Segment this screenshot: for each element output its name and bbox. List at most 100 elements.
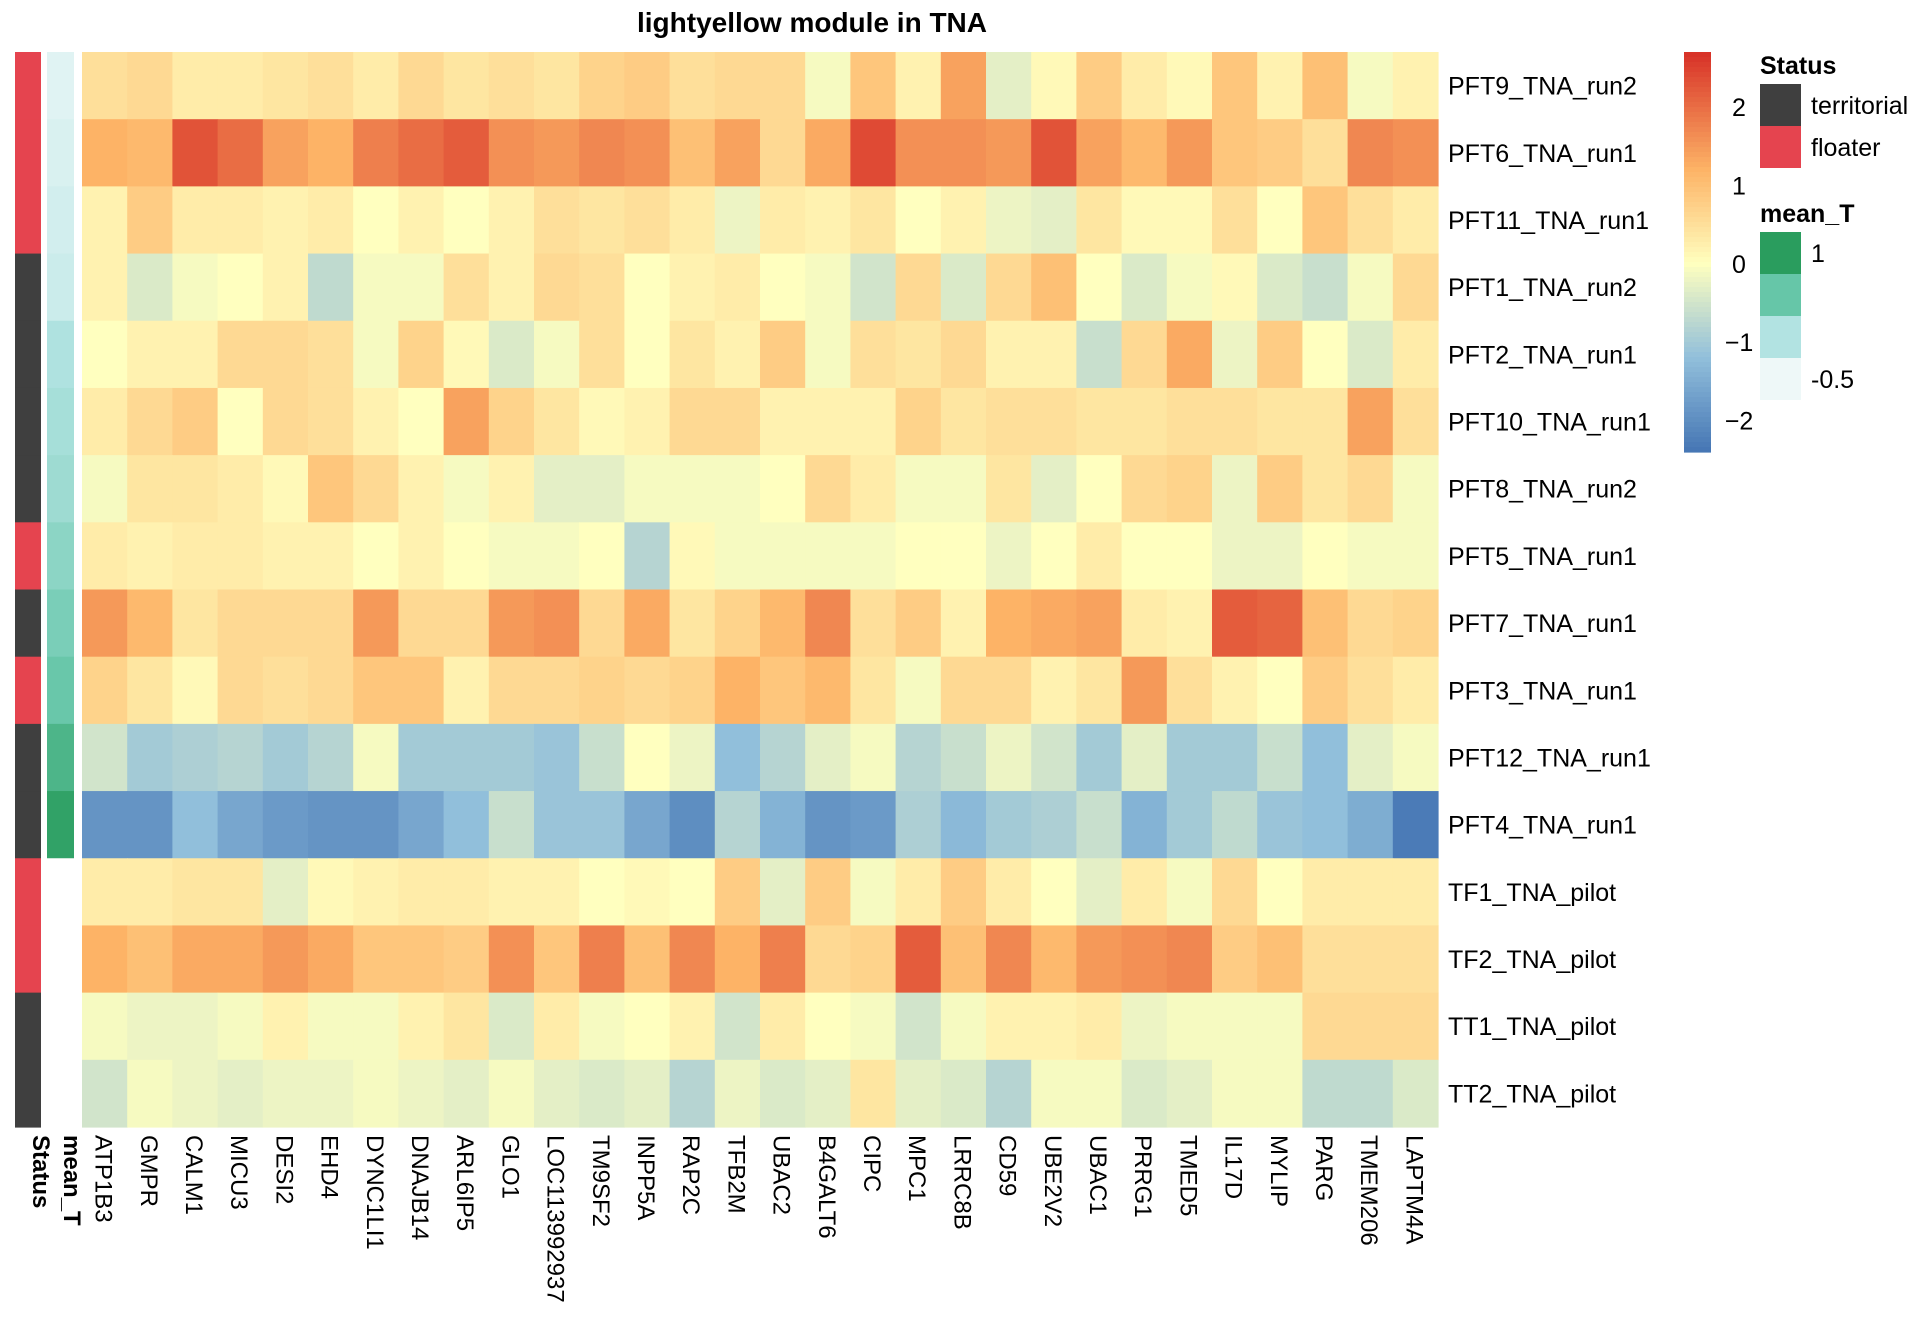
heatmap-cell: [1166, 186, 1213, 255]
heatmap-cell: [1166, 791, 1213, 859]
heatmap-cell: [1212, 52, 1258, 120]
color-scale-segment: [1684, 242, 1711, 248]
mean-t-column-label: mean_T: [58, 1135, 85, 1226]
heatmap-cell: [1257, 186, 1303, 255]
heatmap-cell: [669, 186, 716, 255]
heatmap-cell: [1031, 119, 1077, 187]
heatmap-cell: [1121, 925, 1168, 994]
column-label: GLO1: [496, 1135, 523, 1199]
heatmap-cell: [1031, 791, 1077, 859]
heatmap-cell: [579, 656, 625, 725]
mean-t-annotation-cell: [47, 791, 74, 859]
heatmap-cell: [760, 1059, 806, 1128]
color-scale-segment: [1684, 217, 1711, 223]
heatmap-cell: [1212, 455, 1258, 523]
heatmap-cell: [940, 791, 987, 859]
status-legend-label: territorial: [1811, 92, 1908, 120]
heatmap-cell: [127, 186, 173, 255]
color-scale-segment: [1684, 332, 1711, 338]
heatmap-cell: [1166, 455, 1213, 523]
color-scale-segment: [1684, 342, 1711, 348]
heatmap-cell: [940, 320, 987, 389]
heatmap-cell: [1302, 1059, 1349, 1128]
row-label: TF2_TNA_pilot: [1448, 946, 1616, 974]
heatmap-cell: [534, 455, 580, 523]
heatmap-cell: [172, 791, 219, 859]
color-scale-segment: [1684, 417, 1711, 423]
heatmap-cell: [714, 656, 761, 725]
heatmap-cell: [669, 522, 716, 591]
heatmap-cell: [760, 52, 806, 120]
color-scale-segment: [1684, 197, 1711, 203]
heatmap-cell: [262, 589, 309, 658]
heatmap-cell: [1212, 1059, 1258, 1128]
column-label: LAPTM4A: [1400, 1135, 1427, 1244]
heatmap-cell: [353, 119, 399, 187]
mean-t-annotation-cell: [47, 387, 74, 456]
heatmap-cell: [1302, 186, 1349, 255]
heatmap-cell: [1031, 52, 1077, 120]
heatmap-cell: [262, 992, 309, 1061]
color-scale-segment: [1684, 247, 1711, 253]
heatmap-cell: [262, 522, 309, 591]
heatmap-cell: [714, 320, 761, 389]
heatmap-cell: [1392, 253, 1439, 322]
status-annotation-cell: [15, 455, 41, 523]
heatmap-cell: [805, 387, 851, 456]
heatmap-cell: [308, 455, 354, 523]
heatmap-cell: [579, 858, 625, 927]
column-label: PRRG1: [1129, 1135, 1156, 1218]
color-scale-segment: [1684, 112, 1711, 118]
heatmap-cell: [1076, 1059, 1123, 1128]
heatmap-cell: [443, 1059, 490, 1128]
column-label: TMEM206: [1355, 1135, 1382, 1246]
heatmap-cell: [443, 522, 490, 591]
heatmap-cell: [940, 723, 987, 792]
heatmap-cell: [850, 253, 897, 322]
heatmap-cell: [624, 455, 671, 523]
chart-title: lightyellow module in TNA: [637, 7, 987, 38]
heatmap-cell: [1302, 387, 1349, 456]
heatmap-cell: [805, 455, 851, 523]
heatmap-cell: [940, 119, 987, 187]
heatmap-cell: [805, 186, 851, 255]
heatmap-cell: [1212, 723, 1258, 792]
heatmap-cell: [986, 858, 1032, 927]
heatmap-cell: [895, 858, 942, 927]
heatmap-cell: [488, 723, 535, 792]
heatmap-cell: [1347, 992, 1394, 1061]
heatmap-cell: [127, 119, 173, 187]
heatmap-cell: [714, 522, 761, 591]
heatmap-cell: [398, 925, 445, 994]
heatmap-cell: [1076, 119, 1123, 187]
heatmap-cell: [398, 455, 445, 523]
color-scale-segment: [1684, 262, 1711, 268]
heatmap-cell: [940, 858, 987, 927]
mean-t-legend-swatch: [1760, 232, 1801, 274]
heatmap-cell: [217, 723, 264, 792]
heatmap-cell: [398, 387, 445, 456]
heatmap-cell: [1031, 1059, 1077, 1128]
heatmap-cell: [1392, 320, 1439, 389]
heatmap-cell: [624, 723, 671, 792]
column-label: DNAJB14: [406, 1135, 433, 1240]
heatmap-cell: [1302, 119, 1349, 187]
column-label: MYLIP: [1265, 1135, 1292, 1207]
heatmap-cell: [262, 455, 309, 523]
heatmap-cell: [1166, 387, 1213, 456]
heatmap-cell: [895, 1059, 942, 1128]
heatmap-cell: [1166, 925, 1213, 994]
color-scale-segment: [1684, 312, 1711, 318]
heatmap-cell: [217, 925, 264, 994]
heatmap-cell: [1031, 387, 1077, 456]
heatmap-cell: [1031, 522, 1077, 591]
heatmap-cell: [534, 186, 580, 255]
column-label: DESI2: [270, 1135, 297, 1204]
heatmap-cell: [1302, 992, 1349, 1061]
color-scale-segment: [1684, 442, 1711, 448]
heatmap-cell: [443, 387, 490, 456]
heatmap-cell: [1347, 522, 1394, 591]
column-label: UBAC1: [1084, 1135, 1111, 1215]
heatmap-cell: [1212, 186, 1258, 255]
heatmap-cell: [1347, 119, 1394, 187]
